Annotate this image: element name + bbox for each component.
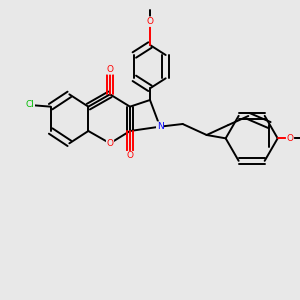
Text: O: O [127,152,134,160]
Text: N: N [157,122,164,131]
Text: O: O [106,139,113,148]
Text: O: O [106,65,113,74]
Text: Cl: Cl [26,100,34,109]
Text: O: O [286,134,293,143]
Text: O: O [106,139,113,148]
Text: O: O [127,152,134,160]
Text: O: O [146,17,154,26]
Text: O: O [146,17,154,26]
Text: N: N [157,122,164,131]
Text: O: O [286,134,293,143]
Text: O: O [106,65,113,74]
Text: Cl: Cl [26,100,34,109]
